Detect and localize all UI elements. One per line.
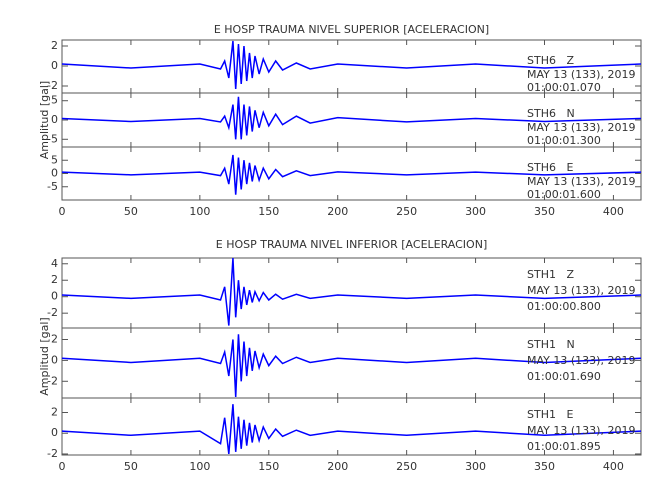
x-tick-label: 150 xyxy=(258,205,279,218)
x-tick-label: 400 xyxy=(603,205,624,218)
x-tick-label: 250 xyxy=(396,205,417,218)
station-info: MAY 13 (133), 2019 xyxy=(527,424,635,437)
y-tick-label: 0 xyxy=(51,353,58,366)
y-tick-label: 5 xyxy=(51,153,58,166)
station-info: MAY 13 (133), 2019 xyxy=(527,284,635,297)
station-info: 01:00:01.070 xyxy=(527,81,601,94)
waveform xyxy=(61,257,642,326)
x-tick-label: 0 xyxy=(59,460,66,473)
y-tick-label: -5 xyxy=(47,132,58,145)
x-tick-label: 400 xyxy=(603,460,624,473)
station-info: 01:00:01.690 xyxy=(527,370,601,383)
station-info: MAY 13 (133), 2019 xyxy=(527,121,635,134)
y-tick-label: 0 xyxy=(51,59,58,72)
y-tick-label: -2 xyxy=(47,79,58,92)
y-tick-label: 5 xyxy=(51,94,58,107)
x-tick-label: 200 xyxy=(327,205,348,218)
y-axis-label: Amplitud [gal] xyxy=(38,317,51,395)
x-tick-label: 0 xyxy=(59,205,66,218)
y-tick-label: 2 xyxy=(51,39,58,52)
y-axis-label: Amplitud [gal] xyxy=(38,81,51,159)
station-info: 01:00:01.300 xyxy=(527,134,601,147)
station-name: STH1 E xyxy=(527,408,573,421)
station-name: STH6 E xyxy=(527,161,573,174)
x-tick-label: 350 xyxy=(534,205,555,218)
y-tick-label: -5 xyxy=(47,180,58,193)
x-tick-label: 100 xyxy=(189,205,210,218)
station-info: 01:00:01.895 xyxy=(527,440,601,453)
x-tick-label: 300 xyxy=(465,205,486,218)
waveform xyxy=(61,404,642,455)
waveform xyxy=(61,154,642,195)
y-tick-label: -2 xyxy=(47,374,58,387)
y-tick-label: 0 xyxy=(51,426,58,439)
station-name: STH1 Z xyxy=(527,268,574,281)
x-tick-label: 200 xyxy=(327,460,348,473)
y-tick-label: -2 xyxy=(47,447,58,460)
x-tick-label: 50 xyxy=(124,205,138,218)
waveform xyxy=(61,96,642,140)
x-tick-label: 150 xyxy=(258,460,279,473)
station-name: STH1 N xyxy=(527,338,575,351)
y-tick-label: 2 xyxy=(51,273,58,286)
trace-frame xyxy=(61,397,642,456)
chart-title: E HOSP TRAUMA NIVEL INFERIOR [ACELERACIO… xyxy=(216,238,487,251)
station-name: STH6 Z xyxy=(527,54,574,67)
station-name: STH6 N xyxy=(527,107,575,120)
y-tick-label: 0 xyxy=(51,167,58,180)
station-info: MAY 13 (133), 2019 xyxy=(527,175,635,188)
y-tick-label: -2 xyxy=(47,306,58,319)
station-info: 01:00:01.600 xyxy=(527,188,601,201)
waveform xyxy=(61,334,642,397)
station-info: MAY 13 (133), 2019 xyxy=(527,354,635,367)
y-tick-label: 2 xyxy=(51,406,58,419)
station-info: 01:00:00.800 xyxy=(527,300,601,313)
x-tick-label: 350 xyxy=(534,460,555,473)
x-tick-label: 250 xyxy=(396,460,417,473)
x-tick-label: 300 xyxy=(465,460,486,473)
y-tick-label: 4 xyxy=(51,257,58,270)
y-tick-label: 0 xyxy=(51,113,58,126)
waveform xyxy=(61,40,642,90)
y-tick-label: 0 xyxy=(51,290,58,303)
y-tick-label: 2 xyxy=(51,332,58,345)
chart-title: E HOSP TRAUMA NIVEL SUPERIOR [ACELERACIO… xyxy=(214,23,489,36)
x-tick-label: 50 xyxy=(124,460,138,473)
x-tick-label: 100 xyxy=(189,460,210,473)
station-info: MAY 13 (133), 2019 xyxy=(527,68,635,81)
